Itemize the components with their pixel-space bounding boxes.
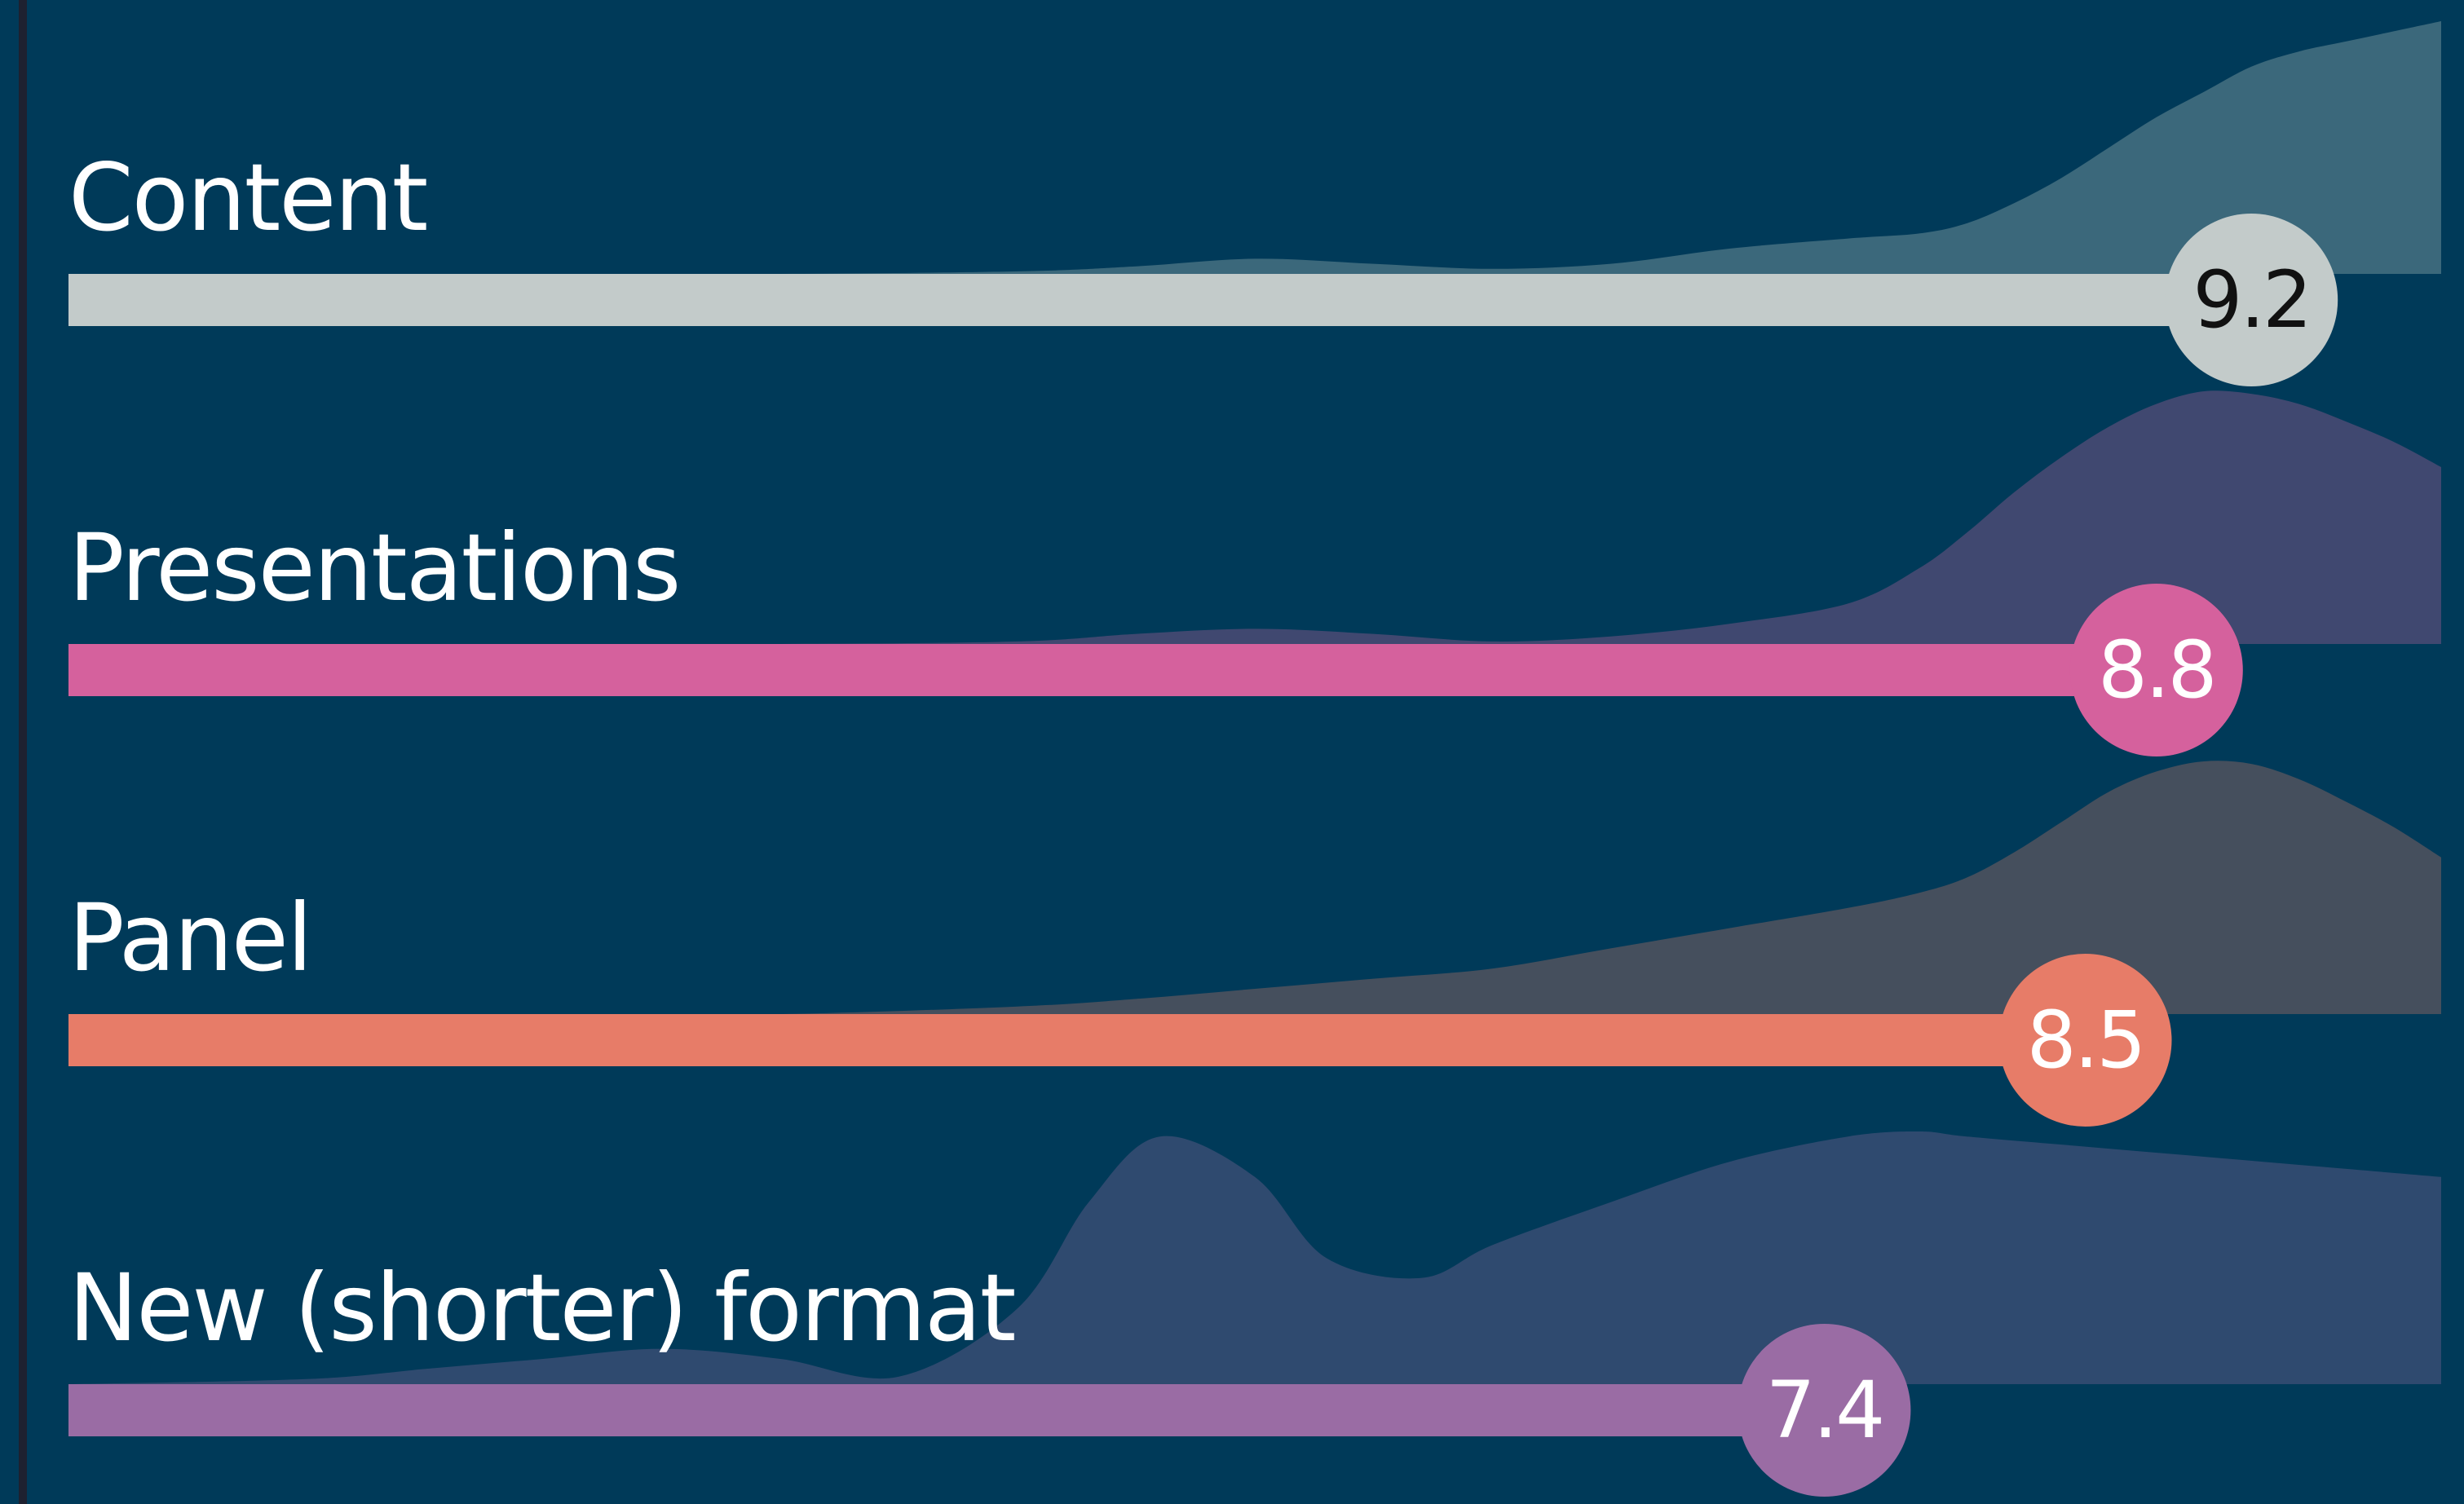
score-label-presentations: 8.8 [2098, 624, 2215, 716]
score-marker-presentations [2069, 584, 2243, 756]
score-marker-layer: 9.2 8.8 8.5 7.4 [1738, 214, 2338, 1497]
category-label-panel: Panel [68, 884, 311, 992]
score-marker-panel [1998, 954, 2172, 1127]
score-marker-new-shorter-format [1738, 1324, 1911, 1497]
score-marker-content [2165, 214, 2338, 386]
density-area-new-shorter-format [68, 1131, 2441, 1384]
bar-content [68, 274, 2252, 326]
density-area-panel [68, 761, 2441, 1015]
category-label-layer: Content Presentations Panel New (shorter) f… [68, 143, 1016, 1362]
category-label-content: Content [68, 143, 426, 252]
bar-layer [68, 274, 2252, 1436]
category-label-new-shorter-format: New (shorter) format [68, 1254, 1014, 1362]
score-label-panel: 8.5 [2027, 995, 2144, 1086]
bar-panel [68, 1014, 2086, 1066]
category-label-presentations: Presentations [68, 514, 679, 622]
bar-presentations [68, 644, 2157, 696]
score-label-new-shorter-format: 7.4 [1766, 1365, 1883, 1456]
score-label-content: 9.2 [2192, 254, 2310, 346]
bar-new-shorter-format [68, 1384, 1825, 1436]
